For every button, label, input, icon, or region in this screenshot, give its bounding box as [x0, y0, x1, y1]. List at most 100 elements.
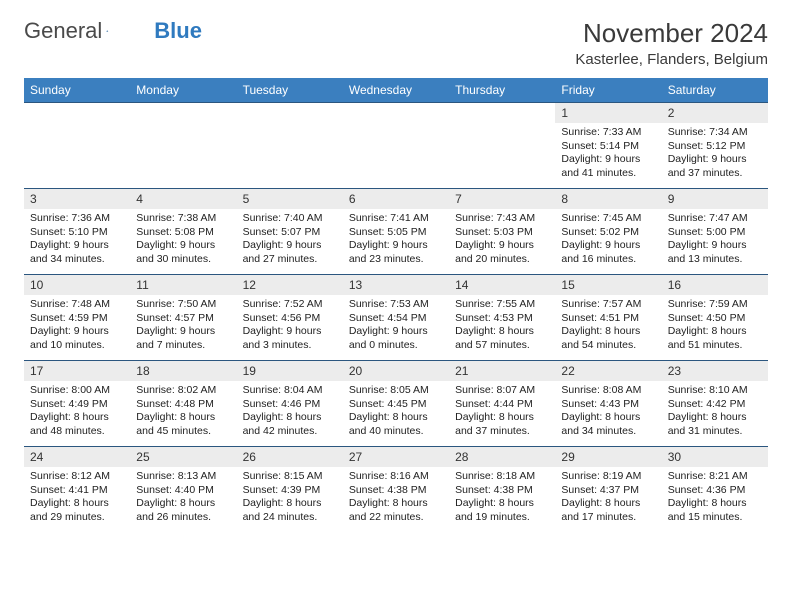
daylight-line: Daylight: 8 hours and 31 minutes. — [668, 411, 747, 437]
calendar-day-cell: 5Sunrise: 7:40 AMSunset: 5:07 PMDaylight… — [237, 189, 343, 275]
month-title: November 2024 — [575, 18, 768, 49]
weekday-header-row: SundayMondayTuesdayWednesdayThursdayFrid… — [24, 78, 768, 103]
calendar-day-cell: 21Sunrise: 8:07 AMSunset: 4:44 PMDayligh… — [449, 361, 555, 447]
sunset-line: Sunset: 4:38 PM — [349, 484, 427, 496]
calendar-week-row: 1Sunrise: 7:33 AMSunset: 5:14 PMDaylight… — [24, 103, 768, 189]
daylight-line: Daylight: 8 hours and 40 minutes. — [349, 411, 428, 437]
calendar-day-cell — [343, 103, 449, 189]
day-content: Sunrise: 7:57 AM Sunset: 4:51 PMDaylight:… — [555, 295, 661, 357]
sunset-line: Sunset: 4:42 PM — [668, 398, 746, 410]
day-content: Sunrise: 8:02 AMSunset: 4:48 PMDaylight:… — [130, 381, 236, 443]
calendar-page: General Blue November 2024 Kasterlee, Fl… — [0, 0, 792, 551]
daylight-line: Daylight: 9 hours and 3 minutes. — [243, 325, 322, 351]
calendar-day-cell: 1Sunrise: 7:33 AMSunset: 5:14 PMDaylight… — [555, 103, 661, 189]
sunset-line: Sunset: 5:12 PM — [668, 140, 746, 152]
day-content: Sunrise: 7:59 AMSunset: 4:50 PMDaylight:… — [662, 295, 768, 357]
daylight-line: Daylight: 8 hours and 45 minutes. — [136, 411, 215, 437]
daylight-line: Daylight: 8 hours and 15 minutes. — [668, 497, 747, 523]
day-number: 19 — [237, 361, 343, 381]
day-content: Sunrise: 7:47 AMSunset: 5:00 PMDaylight:… — [662, 209, 768, 271]
day-content: Sunrise: 8:21 AMSunset: 4:36 PMDaylight:… — [662, 467, 768, 529]
logo-text-general: General — [24, 18, 102, 44]
logo-text-blue: Blue — [154, 18, 202, 44]
calendar-day-cell: 19Sunrise: 8:04 AMSunset: 4:46 PMDayligh… — [237, 361, 343, 447]
sunset-line: Sunset: 4:36 PM — [668, 484, 746, 496]
day-number: 13 — [343, 275, 449, 295]
sunset-line: Sunset: 5:08 PM — [136, 226, 214, 238]
sunset-line: Sunset: 5:03 PM — [455, 226, 533, 238]
day-number: 22 — [555, 361, 661, 381]
day-number: 18 — [130, 361, 236, 381]
sunrise-line: Sunrise: 8:19 AM — [561, 470, 641, 482]
day-content: Sunrise: 8:08 AMSunset: 4:43 PMDaylight:… — [555, 381, 661, 443]
sunrise-line: Sunrise: 8:10 AM — [668, 384, 748, 396]
daylight-line: Daylight: 8 hours and 54 minutes. — [561, 325, 640, 351]
sunrise-line: Sunrise: 8:12 AM — [30, 470, 110, 482]
day-content: Sunrise: 8:12 AMSunset: 4:41 PMDaylight:… — [24, 467, 130, 529]
daylight-line: Daylight: 8 hours and 22 minutes. — [349, 497, 428, 523]
day-content: Sunrise: 7:41 AMSunset: 5:05 PMDaylight:… — [343, 209, 449, 271]
day-number: 24 — [24, 447, 130, 467]
sunrise-line: Sunrise: 8:18 AM — [455, 470, 535, 482]
calendar-day-cell: 22Sunrise: 8:08 AMSunset: 4:43 PMDayligh… — [555, 361, 661, 447]
sunrise-line: Sunrise: 7:48 AM — [30, 298, 110, 310]
day-number: 9 — [662, 189, 768, 209]
weekday-header: Thursday — [449, 78, 555, 103]
daylight-line: Daylight: 9 hours and 13 minutes. — [668, 239, 747, 265]
day-number: 10 — [24, 275, 130, 295]
day-number: 6 — [343, 189, 449, 209]
sunrise-line: Sunrise: 7:53 AM — [349, 298, 429, 310]
weekday-header: Saturday — [662, 78, 768, 103]
weekday-header: Friday — [555, 78, 661, 103]
sunrise-line: Sunrise: 8:15 AM — [243, 470, 323, 482]
daylight-line: Daylight: 8 hours and 19 minutes. — [455, 497, 534, 523]
calendar-week-row: 10Sunrise: 7:48 AMSunset: 4:59 PMDayligh… — [24, 275, 768, 361]
day-content: Sunrise: 7:45 AMSunset: 5:02 PMDaylight:… — [555, 209, 661, 271]
day-number: 26 — [237, 447, 343, 467]
day-content: Sunrise: 8:05 AMSunset: 4:45 PMDaylight:… — [343, 381, 449, 443]
day-content: Sunrise: 7:36 AMSunset: 5:10 PMDaylight:… — [24, 209, 130, 271]
day-content: Sunrise: 8:19 AMSunset: 4:37 PMDaylight:… — [555, 467, 661, 529]
sunrise-line: Sunrise: 7:33 AM — [561, 126, 641, 138]
calendar-day-cell: 30Sunrise: 8:21 AMSunset: 4:36 PMDayligh… — [662, 447, 768, 533]
calendar-day-cell — [130, 103, 236, 189]
sunrise-line: Sunrise: 7:57 AM — [561, 298, 641, 310]
calendar-day-cell: 14Sunrise: 7:55 AMSunset: 4:53 PMDayligh… — [449, 275, 555, 361]
day-number: 28 — [449, 447, 555, 467]
sunrise-line: Sunrise: 7:36 AM — [30, 212, 110, 224]
day-content: Sunrise: 7:40 AMSunset: 5:07 PMDaylight:… — [237, 209, 343, 271]
day-content: Sunrise: 8:10 AM Sunset: 4:42 PMDaylight:… — [662, 381, 768, 443]
daylight-line: Daylight: 9 hours and 41 minutes. — [561, 153, 640, 179]
day-content: Sunrise: 8:13 AMSunset: 4:40 PMDaylight:… — [130, 467, 236, 529]
sunset-line: Sunset: 4:49 PM — [30, 398, 108, 410]
calendar-day-cell: 23Sunrise: 8:10 AMSunset: 4:42 PMDayligh… — [662, 361, 768, 447]
calendar-day-cell: 12Sunrise: 7:52 AMSunset: 4:56 PMDayligh… — [237, 275, 343, 361]
calendar-day-cell: 16Sunrise: 7:59 AMSunset: 4:50 PMDayligh… — [662, 275, 768, 361]
calendar-day-cell: 28Sunrise: 8:18 AMSunset: 4:38 PMDayligh… — [449, 447, 555, 533]
daylight-line: Daylight: 8 hours and 42 minutes. — [243, 411, 322, 437]
calendar-day-cell: 6Sunrise: 7:41 AMSunset: 5:05 PMDaylight… — [343, 189, 449, 275]
day-number: 29 — [555, 447, 661, 467]
day-content: Sunrise: 8:16 AMSunset: 4:38 PMDaylight:… — [343, 467, 449, 529]
sunset-line: Sunset: 4:45 PM — [349, 398, 427, 410]
day-content: Sunrise: 8:04 AMSunset: 4:46 PMDaylight:… — [237, 381, 343, 443]
calendar-day-cell: 8Sunrise: 7:45 AMSunset: 5:02 PMDaylight… — [555, 189, 661, 275]
calendar-day-cell: 29Sunrise: 8:19 AMSunset: 4:37 PMDayligh… — [555, 447, 661, 533]
daylight-line: Daylight: 8 hours and 48 minutes. — [30, 411, 109, 437]
calendar-day-cell: 27Sunrise: 8:16 AMSunset: 4:38 PMDayligh… — [343, 447, 449, 533]
sunrise-line: Sunrise: 8:07 AM — [455, 384, 535, 396]
daylight-line: Daylight: 9 hours and 16 minutes. — [561, 239, 640, 265]
sunset-line: Sunset: 4:44 PM — [455, 398, 533, 410]
daylight-line: Daylight: 8 hours and 51 minutes. — [668, 325, 747, 351]
day-number: 2 — [662, 103, 768, 123]
daylight-line: Daylight: 9 hours and 34 minutes. — [30, 239, 109, 265]
day-number: 4 — [130, 189, 236, 209]
logo: General Blue — [24, 18, 202, 44]
calendar-day-cell: 25Sunrise: 8:13 AMSunset: 4:40 PMDayligh… — [130, 447, 236, 533]
day-content: Sunrise: 7:53 AMSunset: 4:54 PMDaylight:… — [343, 295, 449, 357]
calendar-day-cell: 2Sunrise: 7:34 AMSunset: 5:12 PMDaylight… — [662, 103, 768, 189]
calendar-week-row: 3Sunrise: 7:36 AMSunset: 5:10 PMDaylight… — [24, 189, 768, 275]
sunset-line: Sunset: 4:51 PM — [561, 312, 639, 324]
sunrise-line: Sunrise: 7:38 AM — [136, 212, 216, 224]
daylight-line: Daylight: 9 hours and 27 minutes. — [243, 239, 322, 265]
